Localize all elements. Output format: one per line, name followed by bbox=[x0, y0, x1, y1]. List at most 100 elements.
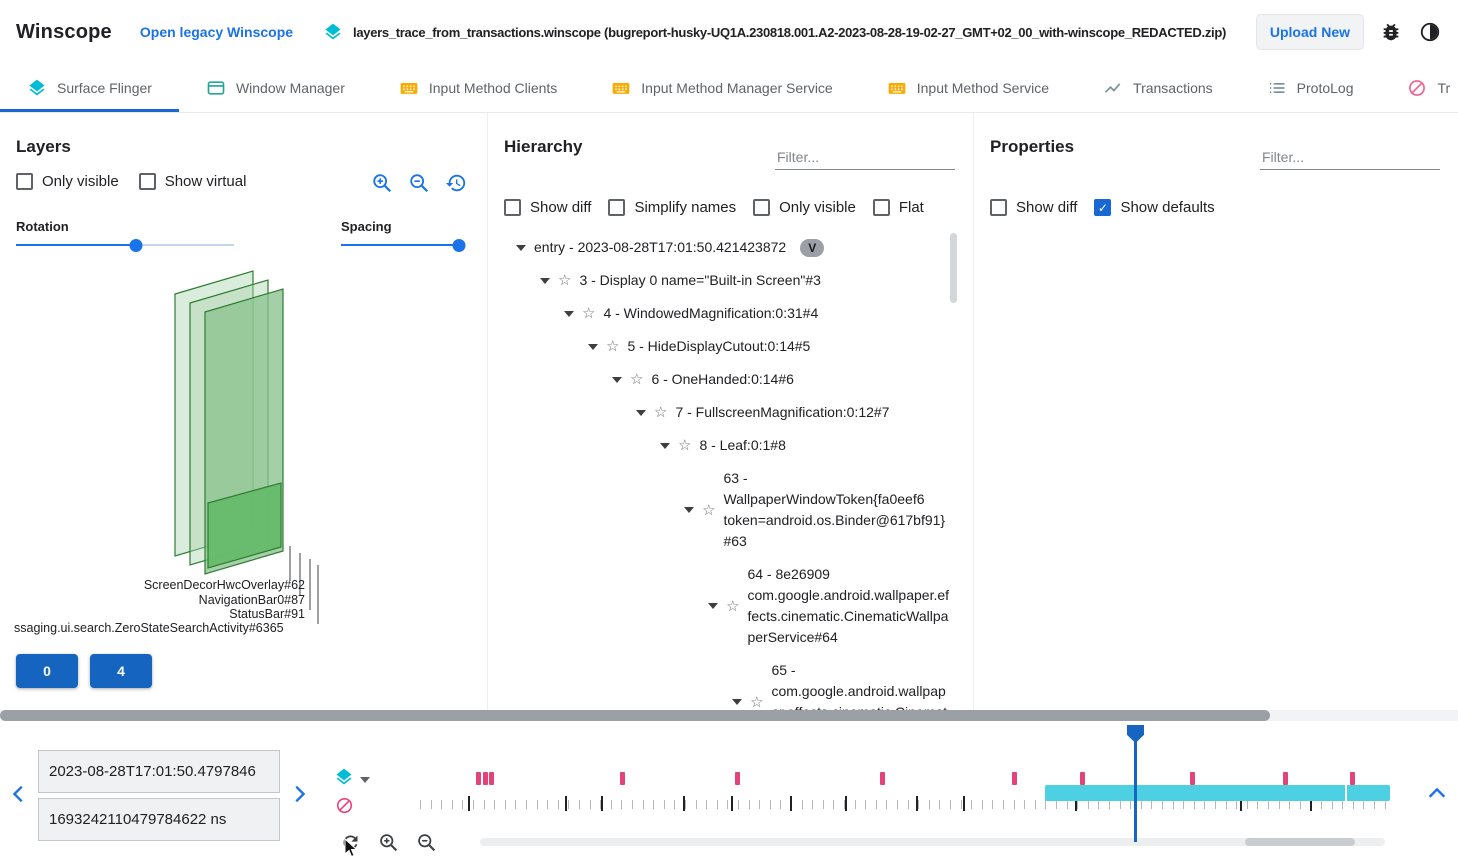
rotation-slider[interactable] bbox=[16, 238, 234, 252]
expand-arrow-icon[interactable] bbox=[636, 409, 646, 416]
checkbox-show-diff[interactable]: Show diff bbox=[504, 199, 591, 216]
transition-event-mark[interactable] bbox=[1012, 772, 1017, 785]
pin-star-icon[interactable]: ☆ bbox=[558, 272, 572, 289]
open-legacy-link[interactable]: Open legacy Winscope bbox=[139, 24, 294, 40]
ruler-tick-icon bbox=[844, 800, 845, 809]
checkbox-show-virtual[interactable]: Show virtual bbox=[138, 173, 246, 190]
tree-node[interactable]: entry - 2023-08-28T17:01:50.421423872 V bbox=[502, 231, 950, 264]
layer-label: StatusBar#91 bbox=[229, 607, 305, 621]
ruler-tick-icon bbox=[1236, 800, 1238, 809]
layers-3d-view[interactable] bbox=[0, 113, 487, 710]
display-button-4[interactable]: 4 bbox=[90, 654, 152, 688]
transition-event-mark[interactable] bbox=[489, 772, 494, 785]
timeline-range-scrollbar[interactable] bbox=[480, 838, 1385, 846]
scrollbar-thumb[interactable] bbox=[950, 233, 957, 303]
tree-node[interactable]: ☆ 63 - WallpaperWindowToken{fa0eef6 token… bbox=[502, 462, 950, 558]
checkbox-flat[interactable]: Flat bbox=[872, 199, 924, 216]
tab-input-method-clients[interactable]: Input Method Clients bbox=[372, 64, 584, 112]
sf-trace-icon[interactable] bbox=[334, 767, 354, 787]
transition-event-mark[interactable] bbox=[620, 772, 625, 785]
timestamp-ns-field[interactable]: 1693242110479784622 ns bbox=[38, 798, 280, 841]
transition-event-mark[interactable] bbox=[1080, 772, 1085, 785]
transition-event-mark[interactable] bbox=[476, 772, 481, 785]
upload-new-button[interactable]: Upload New bbox=[1255, 14, 1364, 50]
tab-protolog[interactable]: ProtoLog bbox=[1240, 64, 1381, 112]
checkbox-only-visible[interactable]: Only visible bbox=[753, 199, 856, 216]
range-thumb[interactable] bbox=[1245, 838, 1355, 846]
reset-view-icon[interactable] bbox=[445, 172, 467, 194]
checkbox-label: Show defaults bbox=[1120, 199, 1215, 216]
pin-star-icon[interactable]: ☆ bbox=[606, 338, 620, 355]
tab-input-method-manager-service[interactable]: Input Method Manager Service bbox=[584, 64, 859, 112]
ruler-tick-icon bbox=[515, 800, 517, 809]
tab-input-method-service[interactable]: Input Method Service bbox=[860, 64, 1076, 112]
horizontal-scrollbar[interactable] bbox=[0, 710, 1458, 721]
tab-transitions[interactable]: Tr bbox=[1380, 64, 1458, 112]
tree-node[interactable]: ☆ 6 - OneHanded:0:14#6 bbox=[502, 363, 950, 396]
tree-node[interactable]: ☆ 4 - WindowedMagnification:0:31#4 bbox=[502, 297, 950, 330]
expand-arrow-icon[interactable] bbox=[684, 507, 694, 513]
transition-event-mark[interactable] bbox=[1283, 772, 1288, 785]
tree-node[interactable]: ☆ 3 - Display 0 name="Built-in Screen"#3 bbox=[502, 264, 950, 297]
zoom-out-icon[interactable] bbox=[408, 172, 430, 194]
checkbox-only-visible[interactable]: Only visible bbox=[16, 173, 119, 190]
display-button-0[interactable]: 0 bbox=[16, 654, 78, 688]
timeline-zoom-out-icon[interactable] bbox=[416, 832, 437, 853]
spacing-slider[interactable] bbox=[341, 238, 466, 252]
expand-arrow-icon[interactable] bbox=[516, 244, 526, 251]
dark-mode-toggle-icon[interactable] bbox=[1418, 20, 1442, 44]
tree-node[interactable]: ☆ 7 - FullscreenMagnification:0:12#7 bbox=[502, 396, 950, 429]
properties-filter-input[interactable] bbox=[1260, 145, 1440, 170]
tree-node[interactable]: ☆ 64 - 8e26909 com.google.android.wallpap… bbox=[502, 558, 950, 654]
expand-arrow-icon[interactable] bbox=[564, 310, 574, 317]
expand-arrow-icon[interactable] bbox=[660, 442, 670, 449]
checkbox-label: Only visible bbox=[779, 199, 856, 216]
timeline-canvas[interactable] bbox=[415, 721, 1400, 860]
scrollbar-thumb[interactable] bbox=[0, 710, 1270, 721]
hierarchy-filter-input[interactable] bbox=[775, 145, 955, 170]
pin-star-icon[interactable]: ☆ bbox=[678, 437, 692, 454]
tree-node[interactable]: ☆ 5 - HideDisplayCutout:0:14#5 bbox=[502, 330, 950, 363]
prev-entry-button[interactable] bbox=[8, 783, 30, 805]
tab-surface-flinger[interactable]: Surface Flinger bbox=[0, 64, 179, 112]
report-bug-icon[interactable] bbox=[1379, 20, 1403, 44]
pin-star-icon[interactable]: ☆ bbox=[654, 404, 668, 421]
pin-star-icon[interactable]: ☆ bbox=[726, 597, 740, 615]
slider-thumb[interactable] bbox=[129, 238, 143, 252]
ruler-tick-icon bbox=[1352, 800, 1354, 809]
expand-arrow-icon[interactable] bbox=[732, 699, 742, 705]
checkbox-show-diff[interactable]: Show diff bbox=[990, 199, 1077, 216]
pin-star-icon[interactable]: ☆ bbox=[702, 501, 716, 519]
transition-event-mark[interactable] bbox=[880, 772, 885, 785]
trace-dropdown-caret-icon[interactable] bbox=[360, 777, 370, 783]
collapse-timeline-button[interactable] bbox=[1426, 783, 1448, 805]
transition-event-mark[interactable] bbox=[1190, 772, 1195, 785]
tab-transactions[interactable]: Transactions bbox=[1076, 64, 1240, 112]
expand-arrow-icon[interactable] bbox=[708, 603, 718, 609]
timestamp-human-field[interactable]: 2023-08-28T17:01:50.4797846 bbox=[38, 750, 280, 793]
pin-star-icon[interactable]: ☆ bbox=[750, 693, 764, 710]
transition-trace-icon[interactable] bbox=[335, 796, 354, 815]
timeline-cursor-handle[interactable] bbox=[1127, 725, 1144, 743]
tree-node[interactable]: ☆ 8 - Leaf:0:1#8 bbox=[502, 429, 950, 462]
tree-node[interactable]: ☆ 65 - com.google.android.wallpaper.effec… bbox=[502, 654, 950, 710]
expand-arrow-icon[interactable] bbox=[588, 343, 598, 350]
timeline-cursor[interactable] bbox=[1134, 725, 1137, 842]
next-entry-button[interactable] bbox=[288, 783, 310, 805]
checkbox-show-defaults[interactable]: Show defaults bbox=[1094, 199, 1215, 216]
transition-event-mark[interactable] bbox=[1350, 772, 1355, 785]
pin-star-icon[interactable]: ☆ bbox=[582, 305, 596, 322]
zoom-in-icon[interactable] bbox=[371, 172, 393, 194]
visibility-chip[interactable]: V bbox=[800, 238, 825, 257]
expand-arrow-icon[interactable] bbox=[612, 376, 622, 383]
checkbox-simplify-names[interactable]: Simplify names bbox=[608, 199, 736, 216]
hierarchy-scrollbar[interactable] bbox=[950, 233, 957, 704]
pin-star-icon[interactable]: ☆ bbox=[630, 371, 644, 388]
slider-thumb[interactable] bbox=[452, 238, 466, 252]
expand-arrow-icon[interactable] bbox=[540, 277, 550, 284]
transition-event-mark[interactable] bbox=[735, 772, 740, 785]
transition-event-mark[interactable] bbox=[483, 772, 488, 785]
timeline-zoom-in-icon[interactable] bbox=[378, 832, 399, 853]
sf-trace-coverage-bar[interactable] bbox=[1045, 785, 1390, 801]
tab-window-manager[interactable]: Window Manager bbox=[179, 64, 372, 112]
